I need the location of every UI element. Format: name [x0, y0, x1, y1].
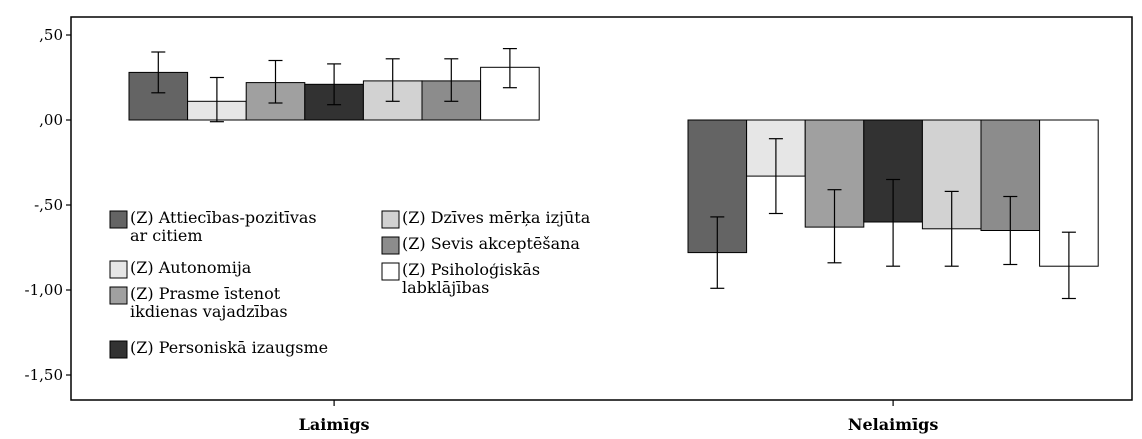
- y-tick-label: ,50: [39, 26, 63, 44]
- bar-laimigs-series-1: [128, 71, 189, 121]
- legend-swatch: [109, 260, 128, 279]
- error-bars: [151, 47, 1076, 300]
- legend-label: (Z) Prasme īstenot: [130, 284, 281, 303]
- legend-label: (Z) Psiholoģiskās: [402, 260, 540, 279]
- legend-swatch: [381, 262, 400, 281]
- legend-swatch: [381, 210, 400, 229]
- legend-swatch: [381, 236, 400, 255]
- y-tick-label: -,50: [34, 196, 63, 214]
- legend-label: (Z) Personiskā izaugsme: [130, 338, 328, 357]
- y-tick-label: -1,00: [25, 281, 63, 299]
- legend-label: (Z) Autonomija: [130, 258, 252, 277]
- legend-swatch: [109, 210, 128, 229]
- x-axis: Laimīgs Nelaimīgs: [299, 400, 939, 434]
- legend-swatch: [109, 286, 128, 305]
- x-category-label: Nelaimīgs: [848, 415, 939, 434]
- legend-label: labklājības: [402, 278, 489, 297]
- y-axis: ,50 ,00 -,50 -1,00 -1,50: [25, 26, 71, 384]
- legend-label: (Z) Dzīves mērķa izjūta: [402, 208, 591, 227]
- legend-label: (Z) Attiecības-pozitīvas: [130, 208, 317, 227]
- legend-label: ar citiem: [130, 226, 203, 245]
- y-tick-label: ,00: [39, 111, 63, 129]
- legend-swatch: [109, 340, 128, 359]
- legend-label: ikdienas vajadzības: [130, 302, 288, 321]
- legend-label: (Z) Sevis akceptēšana: [402, 234, 580, 253]
- y-tick-label: -1,50: [25, 366, 63, 384]
- x-category-label: Laimīgs: [299, 415, 370, 434]
